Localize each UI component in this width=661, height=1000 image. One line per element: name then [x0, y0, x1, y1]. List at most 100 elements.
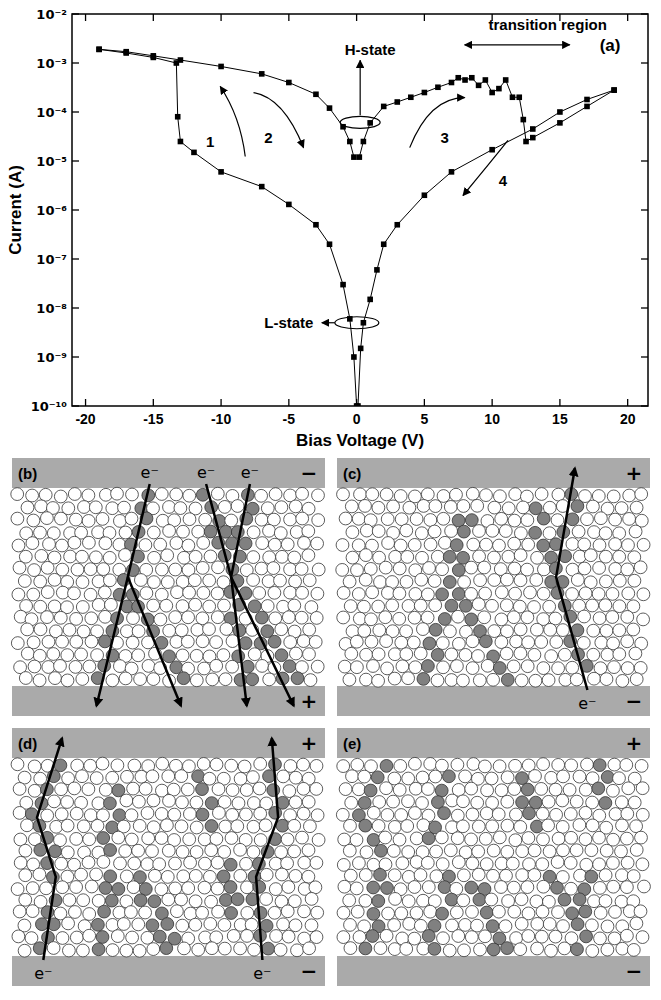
- lattice-site: [139, 782, 152, 795]
- lattice-site: [184, 856, 197, 869]
- lattice-site: [139, 906, 152, 919]
- lattice-site: [543, 918, 556, 931]
- lattice-site: [119, 672, 132, 685]
- lattice-site: [163, 794, 176, 807]
- lattice-site: [312, 514, 325, 527]
- lattice-site: [227, 930, 240, 943]
- lattice-site: [501, 573, 514, 586]
- lattice-site: [466, 635, 479, 648]
- data-point: [374, 267, 380, 273]
- vacancy-site: [537, 512, 550, 525]
- lattice-site: [112, 831, 125, 844]
- lattice-site: [586, 945, 599, 958]
- lattice-site: [184, 808, 197, 821]
- lattice-site: [508, 783, 521, 796]
- vacancy-site: [445, 599, 458, 612]
- polarity-sign: +: [626, 731, 643, 755]
- lattice-site: [336, 564, 349, 577]
- lattice-site: [298, 905, 311, 918]
- lattice-site: [226, 784, 239, 797]
- data-point: [191, 150, 197, 156]
- lattice-site: [263, 524, 276, 537]
- lattice-site: [92, 526, 105, 539]
- lattice-site: [429, 770, 442, 783]
- electron-path: [37, 738, 62, 960]
- lattice-site: [402, 895, 415, 908]
- lattice-site: [90, 772, 103, 785]
- vacancy-site: [367, 834, 380, 847]
- vacancy-site: [276, 819, 289, 832]
- lattice-site: [400, 575, 413, 588]
- lattice-site: [381, 513, 394, 526]
- lattice-site: [396, 857, 409, 870]
- lattice-site: [581, 513, 594, 526]
- lattice-site: [509, 587, 522, 600]
- lattice-site: [55, 808, 68, 821]
- lattice-site: [500, 869, 513, 882]
- lattice-site: [428, 575, 441, 588]
- lattice-site: [395, 513, 408, 526]
- lattice-site: [189, 870, 202, 883]
- data-point: [123, 49, 129, 55]
- lattice-site: [472, 650, 485, 663]
- lattice-site: [501, 845, 514, 858]
- lattice-site: [587, 624, 600, 637]
- lattice-site: [635, 831, 648, 844]
- lattice-site: [76, 550, 89, 563]
- lattice-site: [277, 918, 290, 931]
- lattice-site: [493, 760, 506, 773]
- lattice-site: [478, 561, 491, 574]
- y-tick: [72, 209, 79, 210]
- lattice-site: [509, 488, 522, 501]
- lattice-site: [225, 832, 238, 845]
- lattice-site: [41, 561, 54, 574]
- vacancy-site: [275, 649, 288, 662]
- lattice-site: [220, 623, 233, 636]
- lattice-site: [544, 623, 557, 636]
- lattice-site: [389, 821, 402, 834]
- lattice-site: [522, 930, 535, 943]
- lattice-site: [82, 489, 95, 502]
- data-point: [394, 222, 400, 228]
- data-point: [489, 147, 495, 153]
- lattice-site: [487, 844, 500, 857]
- lattice-site: [27, 514, 40, 527]
- lattice-site: [552, 488, 565, 501]
- lattice-site: [55, 512, 68, 525]
- lattice-site: [436, 563, 449, 576]
- lattice-site: [537, 833, 550, 846]
- lattice-site: [508, 514, 521, 527]
- lattice-site: [18, 944, 31, 957]
- lattice-site: [586, 819, 599, 832]
- lattice-site: [550, 808, 563, 821]
- y-tick-label: 10⁻⁴: [36, 105, 67, 120]
- vacancy-site: [443, 576, 456, 589]
- electron-path: [128, 577, 181, 706]
- annotation-arrow: [254, 93, 304, 148]
- lattice-site: [457, 795, 470, 808]
- lattice-site: [190, 674, 203, 687]
- lattice-site: [608, 661, 621, 674]
- diagram-panel: e⁻(c)+−: [336, 458, 650, 716]
- series-line: [99, 49, 354, 157]
- lattice-site: [495, 636, 508, 649]
- annotation: 4: [499, 172, 508, 189]
- vacancy-site: [452, 564, 465, 577]
- vacancy-site: [531, 820, 544, 833]
- lattice-site: [134, 673, 147, 686]
- data-point: [422, 192, 428, 198]
- lattice-site: [587, 648, 600, 661]
- lattice-site: [486, 599, 499, 612]
- lattice-site: [359, 573, 372, 586]
- lattice-site: [372, 648, 385, 661]
- lattice-site: [358, 600, 371, 613]
- vacancy-site: [97, 832, 110, 845]
- lattice-site: [141, 858, 154, 871]
- lattice-site: [387, 795, 400, 808]
- lattice-site: [514, 549, 527, 562]
- lattice-site: [588, 895, 601, 908]
- lattice-site: [97, 856, 110, 869]
- lattice-site: [627, 944, 640, 957]
- vacancy-site: [196, 808, 209, 821]
- annotation: 2: [264, 129, 272, 146]
